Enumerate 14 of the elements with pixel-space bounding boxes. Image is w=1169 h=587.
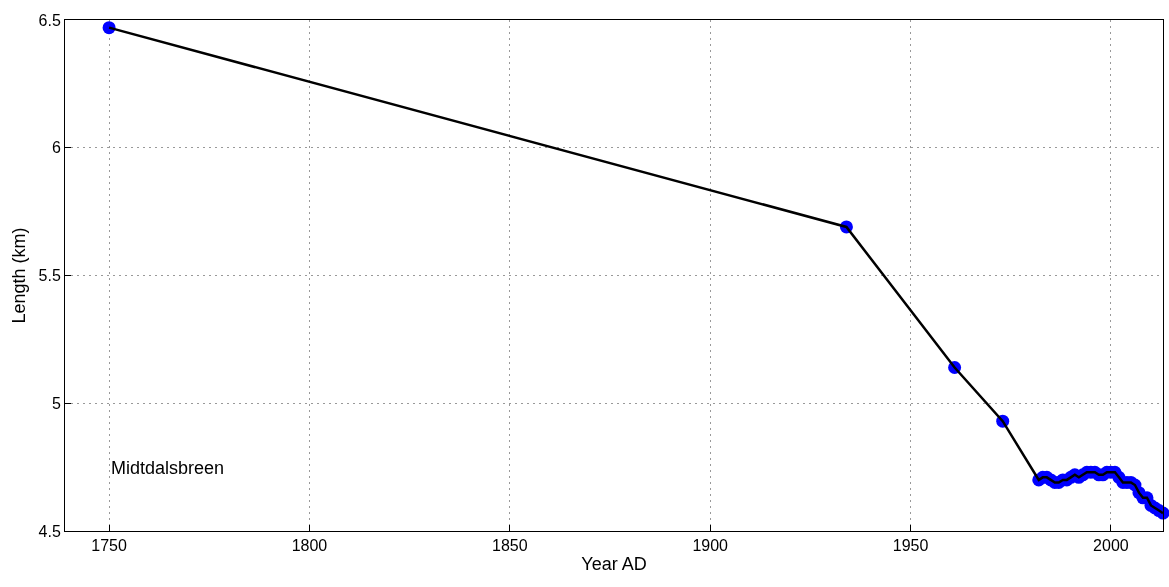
- y-tick-label: 5.5: [38, 267, 61, 285]
- y-tick-label: 4.5: [38, 522, 61, 540]
- y-axis-title: Length (km): [8, 227, 29, 324]
- x-tick-label: 2000: [1093, 537, 1129, 555]
- x-tick-label: 1800: [291, 537, 328, 555]
- x-tick-label: 1850: [492, 537, 528, 555]
- x-tick-label: 1900: [692, 537, 729, 555]
- x-tick-label: 1950: [892, 537, 929, 555]
- x-tick-label: 1750: [91, 537, 127, 555]
- x-axis-title: Year AD: [581, 554, 647, 575]
- y-tick-label: 6.5: [38, 11, 61, 29]
- annotation: Midtdalsbreen: [111, 458, 225, 478]
- y-tick-label: 5: [51, 394, 61, 412]
- y-tick-label: 6: [51, 139, 61, 157]
